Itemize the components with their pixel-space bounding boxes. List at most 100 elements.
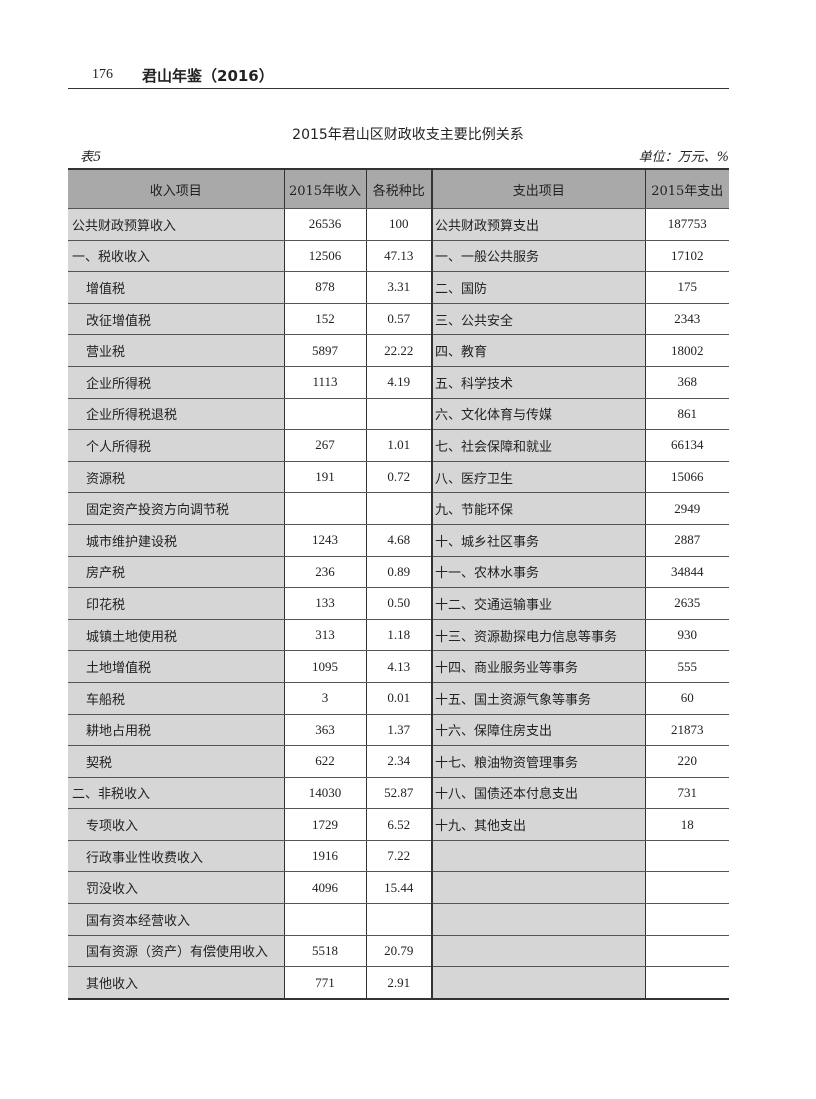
fiscal-table: 收入项目 2015年收入 各税种比 支出项目 2015年支出 公共财政预算收入 2… [68,168,729,1000]
cell-expense: 18 [644,808,729,841]
cell-ratio: 20.79 [365,935,432,968]
table-row: 改征增值税 152 0.57 三、公共安全 2343 [68,303,729,336]
cell-expense-item: 四、教育 [431,334,645,367]
cell-income-item: 一、税收收入 [68,240,284,273]
cell-expense [644,840,729,873]
cell-ratio: 7.22 [365,840,432,873]
table-row: 罚没收入 4096 15.44 [68,871,729,905]
col-header-expense: 2015年支出 [644,168,729,209]
cell-income-item: 资源税 [68,461,284,494]
table-row: 企业所得税 1113 4.19 五、科学技术 368 [68,366,729,399]
cell-income-item: 房产税 [68,556,284,589]
cell-income [283,398,366,431]
cell-income: 1095 [283,650,366,683]
cell-expense-item: 九、节能环保 [431,492,645,525]
cell-income-item: 固定资产投资方向调节税 [68,492,284,525]
cell-expense [644,966,729,1000]
cell-income-item: 增值税 [68,271,284,304]
table-row: 专项收入 1729 6.52 十九、其他支出 18 [68,808,729,841]
table-row: 资源税 191 0.72 八、医疗卫生 15066 [68,461,729,494]
cell-ratio: 2.91 [365,966,432,1000]
cell-expense: 731 [644,777,729,810]
cell-expense-item: 十三、资源勘探电力信息等事务 [431,619,645,652]
table-row: 公共财政预算收入 26536 100 公共财政预算支出 187753 [68,208,729,241]
cell-expense: 2635 [644,587,729,620]
cell-expense: 21873 [644,714,729,747]
table-row: 国有资本经营收入 [68,903,729,936]
cell-expense: 18002 [644,334,729,367]
cell-expense-item: 八、医疗卫生 [431,461,645,494]
cell-expense: 930 [644,619,729,652]
col-header-income: 2015年收入 [283,168,366,209]
cell-expense: 17102 [644,240,729,273]
cell-ratio: 6.52 [365,808,432,841]
cell-expense: 175 [644,271,729,304]
cell-expense-item: 五、科学技术 [431,366,645,399]
table-row: 其他收入 771 2.91 [68,966,729,1000]
cell-ratio: 47.13 [365,240,432,273]
cell-ratio: 0.50 [365,587,432,620]
cell-expense-item: 公共财政预算支出 [431,208,645,241]
cell-ratio: 2.34 [365,745,432,778]
cell-income-item: 二、非税收入 [68,777,284,810]
cell-income: 5897 [283,334,366,367]
cell-ratio: 15.44 [365,871,432,905]
col-header-expense-item: 支出项目 [431,168,645,209]
cell-income: 771 [283,966,366,1000]
cell-ratio [365,492,432,525]
cell-income [283,492,366,525]
cell-ratio: 0.89 [365,556,432,589]
cell-expense-item [431,871,645,905]
cell-expense: 861 [644,398,729,431]
cell-ratio: 0.57 [365,303,432,336]
cell-expense-item: 十二、交通运输事业 [431,587,645,620]
table-row: 城镇土地使用税 313 1.18 十三、资源勘探电力信息等事务 930 [68,619,729,652]
cell-expense-item: 六、文化体育与传媒 [431,398,645,431]
cell-ratio: 4.13 [365,650,432,683]
table-title: 2015年君山区财政收支主要比例关系 [292,127,524,143]
table-header-row: 收入项目 2015年收入 各税种比 支出项目 2015年支出 [68,168,729,209]
cell-ratio: 4.68 [365,524,432,557]
cell-income-item: 印花税 [68,587,284,620]
cell-income-item: 契税 [68,745,284,778]
cell-income-item: 公共财政预算收入 [68,208,284,241]
cell-income: 152 [283,303,366,336]
cell-income-item: 企业所得税 [68,366,284,399]
col-header-income-item: 收入项目 [68,168,284,209]
cell-expense-item: 十四、商业服务业等事务 [431,650,645,683]
cell-expense-item: 十八、国债还本付息支出 [431,777,645,810]
cell-income: 26536 [283,208,366,241]
table-row: 增值税 878 3.31 二、国防 175 [68,271,729,304]
cell-income: 622 [283,745,366,778]
table-row: 土地增值税 1095 4.13 十四、商业服务业等事务 555 [68,650,729,683]
table-row: 印花税 133 0.50 十二、交通运输事业 2635 [68,587,729,620]
table-number: 表5 [80,150,102,165]
cell-income-item: 个人所得税 [68,429,284,462]
cell-expense: 34844 [644,556,729,589]
cell-ratio: 100 [365,208,432,241]
cell-income-item: 行政事业性收费收入 [68,840,284,873]
cell-income-item: 城镇土地使用税 [68,619,284,652]
cell-expense: 15066 [644,461,729,494]
running-header: 176 君山年鉴（2016） [68,64,729,89]
cell-income: 1916 [283,840,366,873]
cell-expense: 555 [644,650,729,683]
cell-expense: 2887 [644,524,729,557]
cell-income: 1243 [283,524,366,557]
cell-income: 313 [283,619,366,652]
cell-expense-item: 三、公共安全 [431,303,645,336]
cell-income-item: 城市维护建设税 [68,524,284,557]
cell-expense: 187753 [644,208,729,241]
cell-income: 5518 [283,935,366,968]
cell-income-item: 耕地占用税 [68,714,284,747]
table-row: 固定资产投资方向调节税 九、节能环保 2949 [68,492,729,525]
cell-expense-item: 十一、农林水事务 [431,556,645,589]
cell-ratio [365,903,432,936]
table-row: 营业税 5897 22.22 四、教育 18002 [68,334,729,367]
book-title: 君山年鉴（2016） [142,67,274,85]
cell-income: 14030 [283,777,366,810]
cell-income: 3 [283,682,366,715]
table-row: 企业所得税退税 六、文化体育与传媒 861 [68,398,729,431]
cell-income: 191 [283,461,366,494]
page-number: 176 [92,67,113,82]
